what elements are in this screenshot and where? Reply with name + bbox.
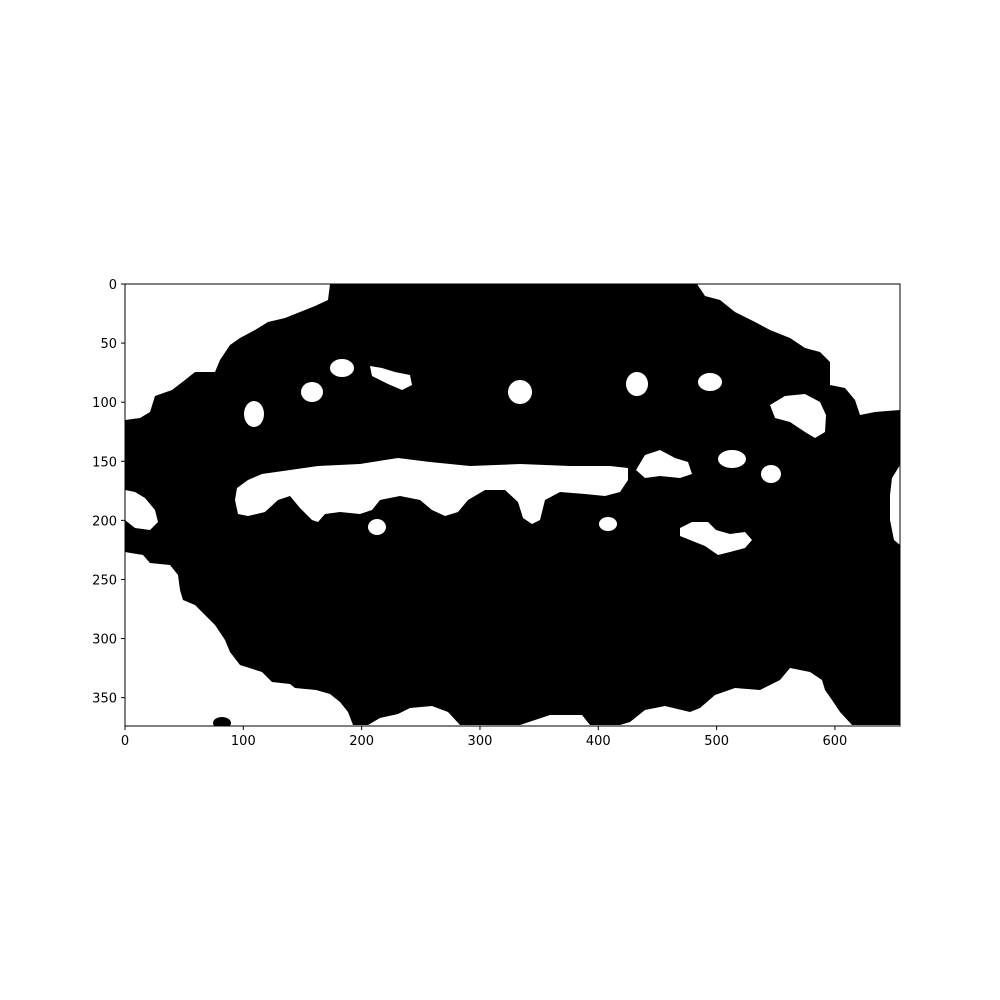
mask-white-spot (599, 517, 617, 531)
y-tick-label: 350 (92, 692, 117, 707)
mask-white-spot (761, 465, 781, 483)
mask-black-spot (213, 717, 231, 726)
mask-white-spot (680, 522, 752, 555)
y-tick-label: 300 (92, 633, 117, 648)
mask-image (125, 284, 900, 726)
mask-white-holes (125, 359, 900, 555)
y-tick-label: 250 (92, 573, 117, 588)
mask-white-spot (718, 450, 746, 468)
x-axis: 0 100 200 300 400 500 600 (121, 726, 847, 749)
x-tick-label: 400 (586, 734, 611, 749)
y-tick-label: 200 (92, 514, 117, 529)
mask-white-left-patch (125, 490, 158, 530)
x-tick-label: 100 (231, 734, 256, 749)
x-tick-label: 200 (349, 734, 374, 749)
mask-white-spot (301, 382, 323, 402)
mask-white-spot (636, 450, 692, 478)
x-tick-label: 500 (704, 734, 729, 749)
y-tick-label: 150 (92, 455, 117, 470)
mask-white-right-patch (890, 465, 900, 545)
mask-white-spot (508, 380, 532, 404)
mask-white-spot (626, 372, 648, 396)
mask-white-spot (370, 366, 412, 390)
y-axis: 0 50 100 150 200 250 300 350 (92, 278, 125, 707)
mask-white-spot (770, 394, 826, 438)
mask-white-spot (330, 359, 354, 377)
x-tick-label: 300 (468, 734, 493, 749)
axes-frame (124, 283, 901, 727)
mask-white-spot (698, 373, 722, 391)
mask-white-spot (244, 401, 264, 427)
y-tick-label: 100 (92, 396, 117, 411)
x-tick-label: 600 (823, 734, 848, 749)
y-tick-label: 0 (109, 278, 117, 293)
x-tick-label: 0 (121, 734, 129, 749)
mask-white-spot (368, 519, 386, 535)
mask-white-band (235, 458, 628, 524)
y-tick-label: 50 (100, 337, 117, 352)
